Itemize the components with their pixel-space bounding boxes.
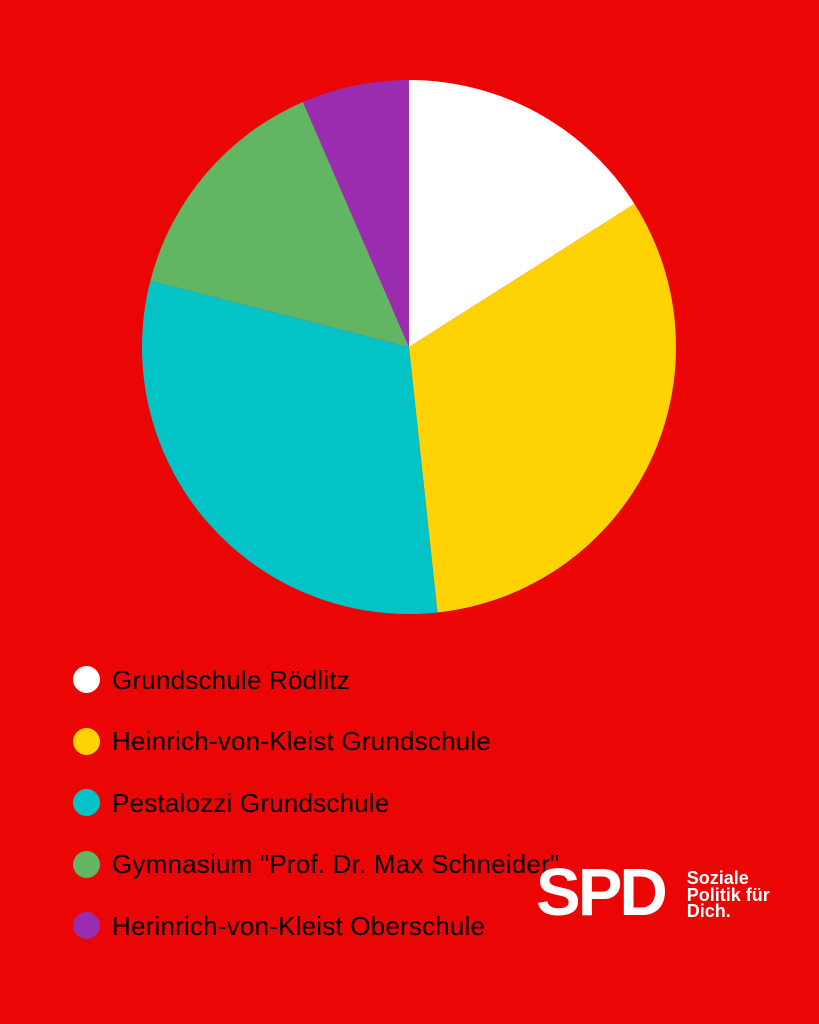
legend-label: Herinrich-von-Kleist Oberschule [112,910,486,941]
legend-swatch-icon [73,789,100,817]
legend-label: Gymnasium "Prof. Dr. Max Schneider" [112,849,560,880]
pie-slice-0 [409,80,635,347]
pie-slice-2 [142,280,438,615]
pie-chart [142,80,677,615]
legend-swatch-icon [73,912,100,940]
legend-label: Heinrich-von-Kleist Grundschule [112,726,492,757]
legend-item: Pestalozzi Grundschule [73,772,559,834]
legend-swatch-icon [73,850,100,878]
legend-item: Heinrich-von-Kleist Grundschule [73,711,559,773]
legend-item: Herinrich-von-Kleist Oberschule [73,895,559,957]
pie-chart-svg [142,80,677,615]
pie-slice-1 [409,203,677,613]
legend-swatch-icon [73,727,100,755]
spd-tagline: Soziale Politik für Dich. [686,868,770,921]
pie-slice-3 [150,101,409,348]
chart-legend: Grundschule Rödlitz Heinrich-von-Kleist … [73,649,559,957]
spd-brand-block: SPD Soziale Politik für Dich. [536,855,770,930]
legend-label: Pestalozzi Grundschule [112,787,390,818]
legend-label: Grundschule Rödlitz [112,664,350,695]
legend-item: Grundschule Rödlitz [73,649,559,711]
pie-slice-4 [302,80,409,347]
spd-logo: SPD [536,855,668,930]
legend-item: Gymnasium "Prof. Dr. Max Schneider" [73,834,559,896]
legend-swatch-icon [73,666,100,694]
